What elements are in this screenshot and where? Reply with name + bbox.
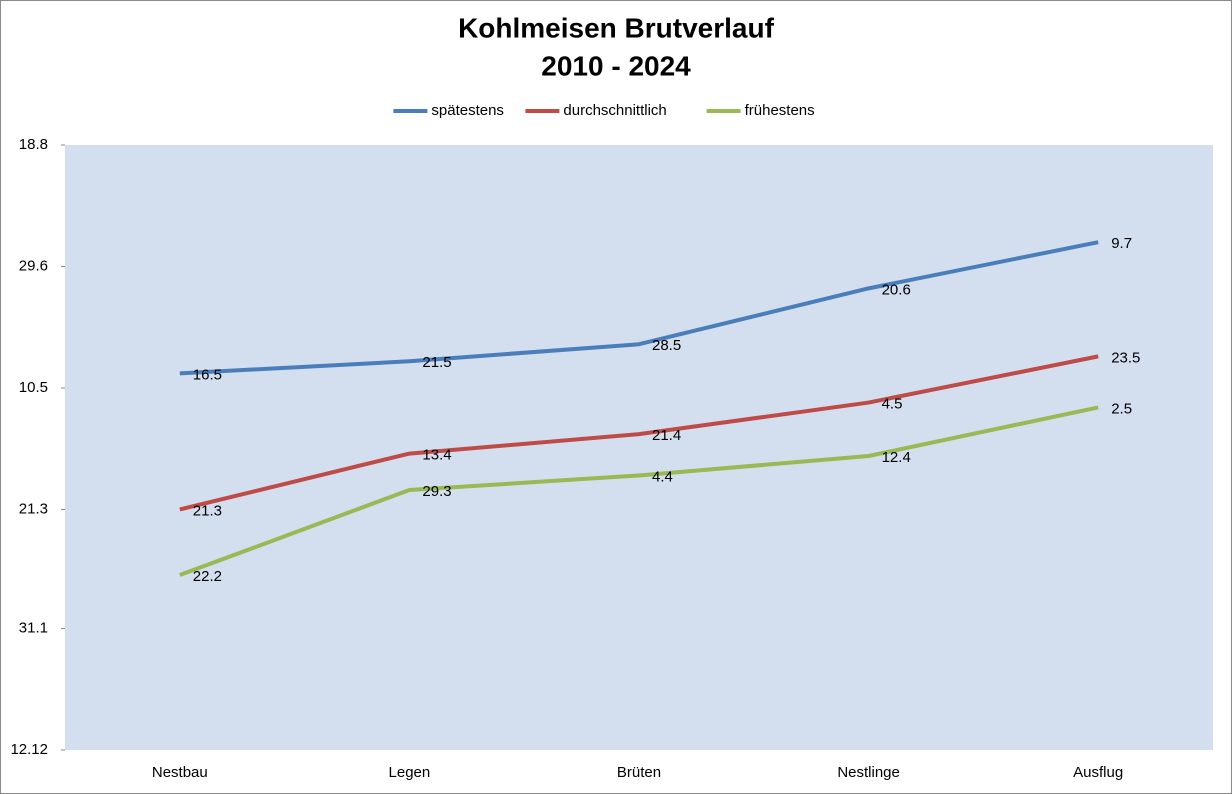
data-label: 2.5: [1111, 400, 1132, 417]
x-tick-label: Nestlinge: [837, 764, 900, 781]
x-tick-label: Nestbau: [152, 764, 208, 781]
chart-title: Kohlmeisen Brutverlauf: [458, 12, 775, 43]
data-label: 9.7: [1111, 235, 1132, 252]
data-label: 21.3: [193, 502, 222, 519]
data-label: 22.2: [193, 568, 222, 585]
series-line: [179, 354, 1099, 512]
series-line: [179, 240, 1099, 376]
x-tick-label: Brüten: [617, 764, 661, 781]
data-label: 21.5: [422, 354, 451, 371]
legend-label: spätestens: [431, 102, 504, 119]
data-label: 4.5: [882, 396, 903, 413]
chart-subtitle: 2010 - 2024: [541, 50, 691, 81]
x-tick-label: Legen: [389, 764, 431, 781]
data-label: 16.5: [193, 366, 222, 383]
y-tick-label: 10.5: [19, 379, 48, 396]
x-tick-label: Ausflug: [1073, 764, 1123, 781]
y-tick-label: 12.12: [10, 741, 48, 758]
data-label: 28.5: [652, 337, 681, 354]
plot-area: [65, 145, 1213, 750]
series-line: [179, 405, 1099, 577]
y-tick-label: 29.6: [19, 257, 48, 274]
data-label: 29.3: [422, 483, 451, 500]
y-tick-label: 31.1: [19, 619, 48, 636]
data-label: 21.4: [652, 427, 681, 444]
data-label: 12.4: [882, 449, 911, 466]
y-tick-label: 18.8: [19, 136, 48, 153]
legend-label: durchschnittlich: [563, 102, 666, 119]
data-label: 23.5: [1111, 349, 1140, 366]
legend-label: frühestens: [745, 102, 815, 119]
data-label: 4.4: [652, 468, 673, 485]
data-label: 20.6: [882, 281, 911, 298]
y-tick-label: 21.3: [19, 500, 48, 517]
data-label: 13.4: [422, 447, 451, 464]
